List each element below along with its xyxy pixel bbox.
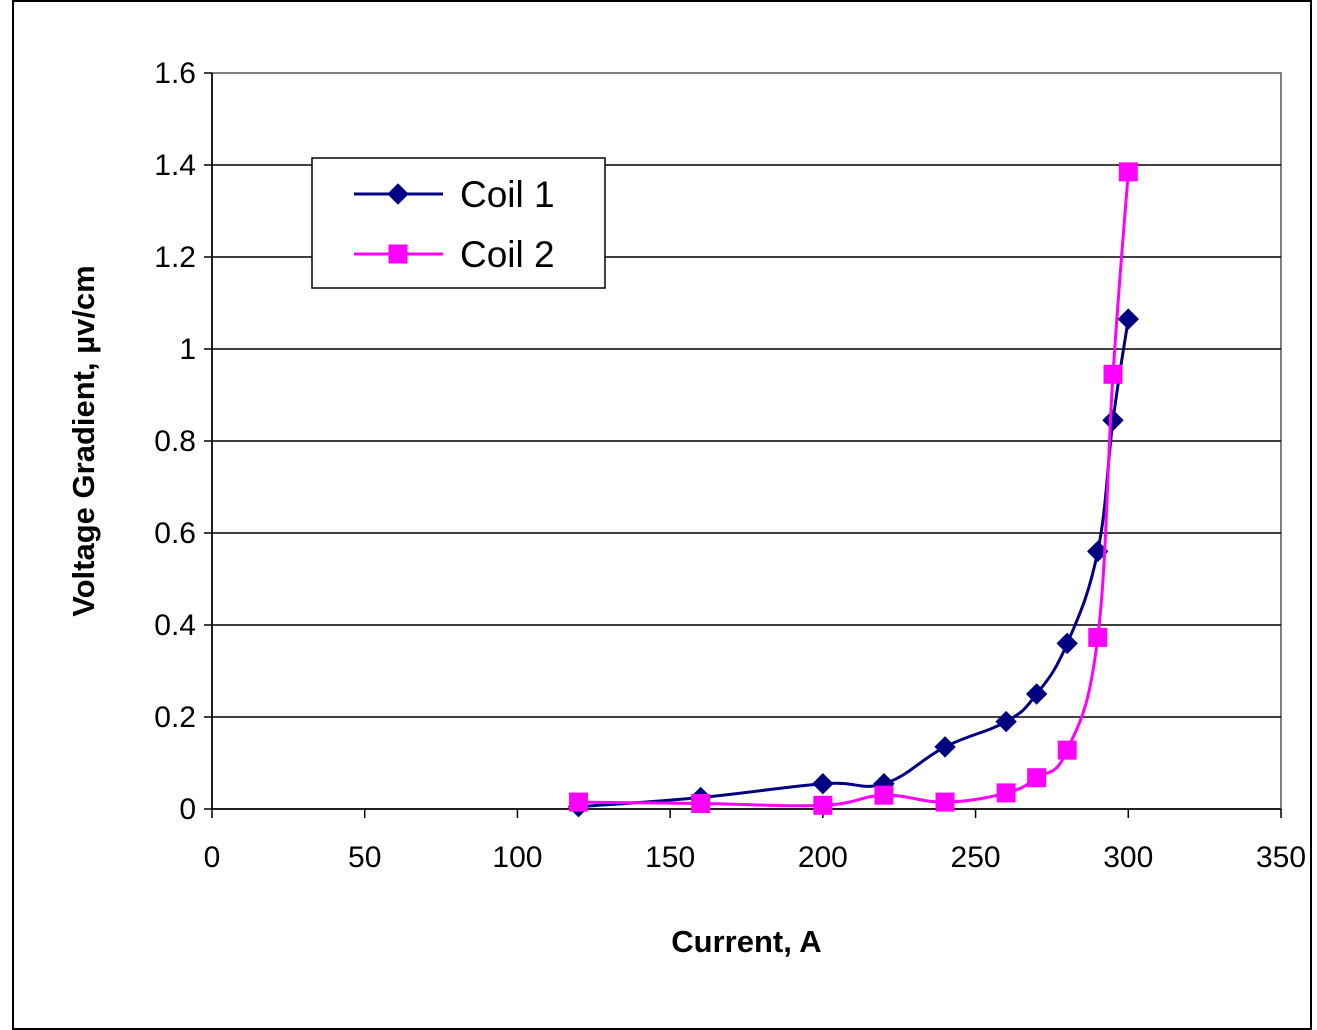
y-tick-label-5: 1 [179,333,196,366]
series-2-point-1 [691,793,711,813]
series-layer [567,162,1139,818]
series-1-point-4 [934,736,956,758]
x-axis-title: Current, A [671,924,821,959]
series-2-point-8 [1088,627,1108,647]
series-1-point-10 [1117,308,1139,330]
legend-layer: Coil 1 Coil 2 [311,157,606,289]
series-2-point-3 [874,785,894,805]
x-tick-label-3: 150 [645,841,695,874]
y-tick-label-2: 0.4 [154,609,196,642]
series-1-point-5 [995,710,1017,733]
series-1-point-6 [1025,683,1048,705]
series-2-point-7 [1057,740,1077,760]
x-tick-label-1: 50 [348,841,381,874]
y-tick-label-0: 0 [179,793,196,826]
series-2-point-5 [996,783,1016,803]
legend-marker-2 [388,244,408,264]
series-line-2 [578,171,1130,808]
series-2-point-10 [1118,162,1138,182]
y-tick-label-6: 1.2 [154,241,196,274]
series-2-point-2 [813,795,833,815]
series-1-point-2 [812,772,834,795]
y-tick-label-3: 0.6 [154,517,196,550]
series-1-point-9 [1102,409,1124,432]
series-2-point-6 [1027,768,1047,788]
y-axis-title: Voltage Gradient, µv/cm [66,265,101,617]
x-tick-label-4: 200 [798,841,848,874]
legend-box [311,157,606,289]
y-tick-label-4: 0.8 [154,425,196,458]
y-tick-label-7: 1.4 [154,149,196,182]
x-tick-label-6: 300 [1103,841,1153,874]
series-2-point-4 [935,792,955,812]
x-tick-label-2: 100 [492,841,542,874]
legend-marker-1 [387,183,409,205]
x-tick-label-7: 350 [1256,841,1306,874]
legend-label-1: Coil 1 [460,174,555,215]
series-1-point-7 [1056,632,1078,655]
axis-layer: 0 0.2 0.4 0.6 0.8 1 1.2 1.4 1.6 0 50 100 150 200 250 30… [154,57,1306,874]
legend-label-2: Coil 2 [460,234,555,275]
y-tick-label-8: 1.6 [154,57,196,90]
series-line-1 [578,318,1130,809]
x-tick-label-0: 0 [204,841,221,874]
chart-frame [12,0,1312,1030]
series-2-point-9 [1103,364,1123,384]
x-tick-label-5: 250 [951,841,1001,874]
y-tick-label-1: 0.2 [154,701,196,734]
series-2-point-0 [569,792,589,812]
